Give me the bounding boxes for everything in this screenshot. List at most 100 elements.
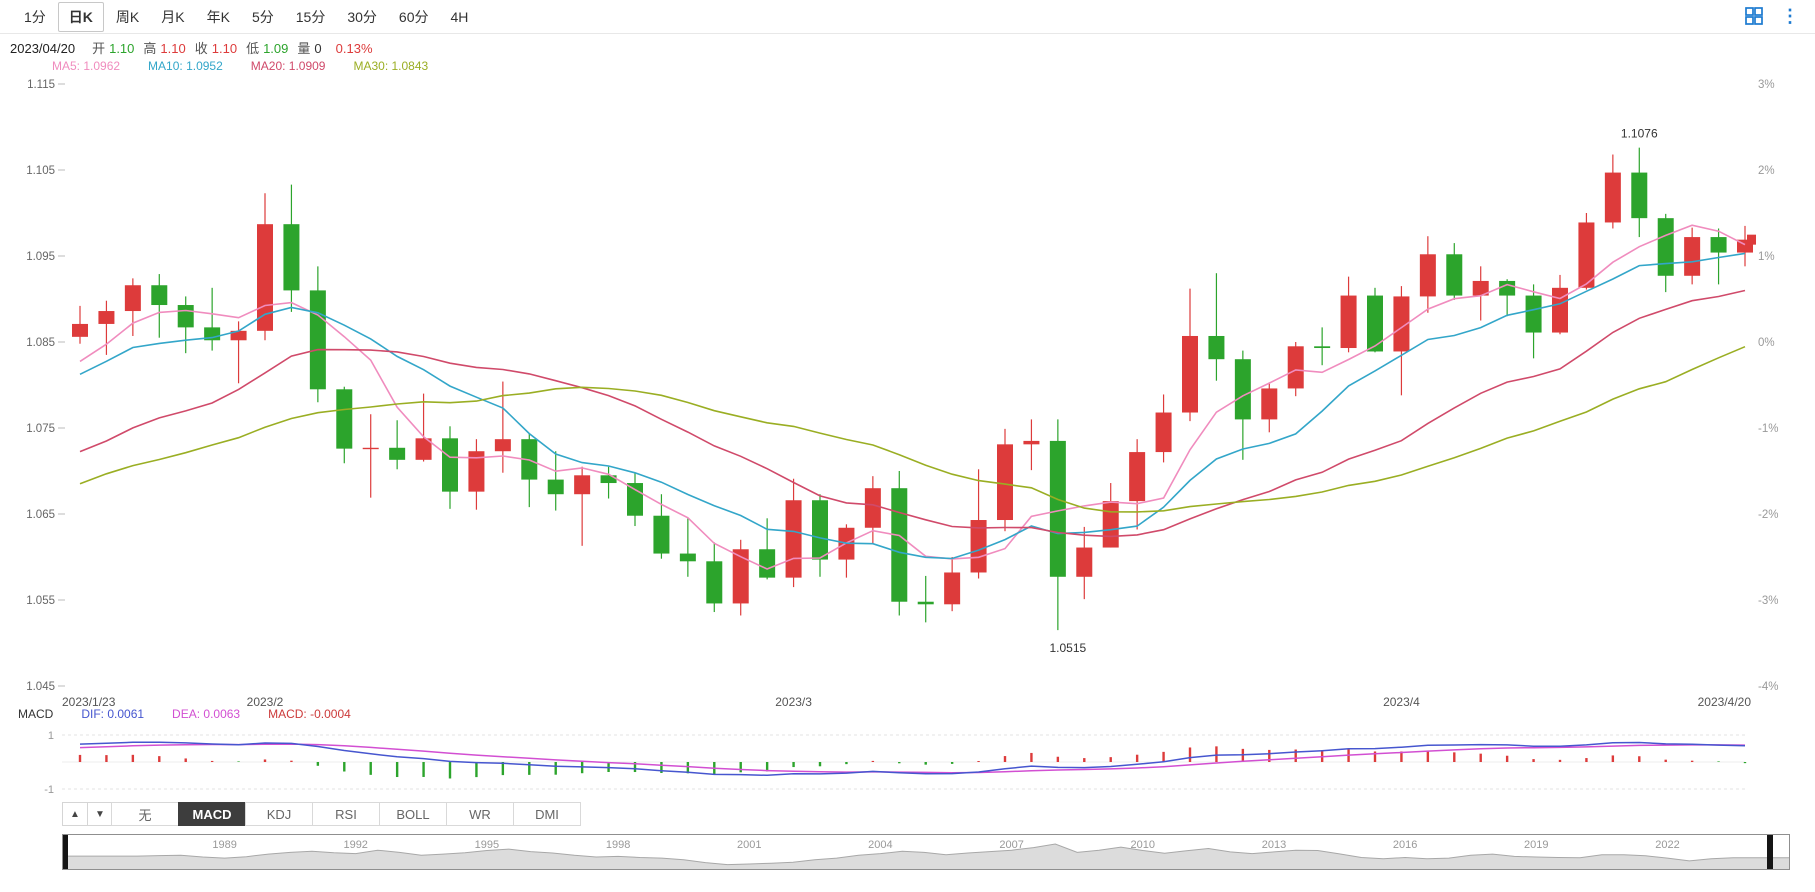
- quote-field-label: 低: [246, 41, 260, 56]
- period-tab-周K[interactable]: 周K: [115, 8, 140, 25]
- nav-left-handle[interactable]: [63, 835, 68, 869]
- macd-dea-value: DEA: 0.0063: [172, 707, 241, 721]
- period-tab-5分[interactable]: 5分: [251, 8, 274, 25]
- ma30-line: [79, 345, 1746, 513]
- percent-axis-label: 0%: [1758, 337, 1775, 349]
- price-axis-label: 1.095: [26, 251, 55, 263]
- candle: [1049, 419, 1066, 631]
- nav-year-label: 1995: [475, 839, 499, 851]
- indicator-tab-MACD[interactable]: MACD: [178, 802, 246, 826]
- last-price-marker: [1747, 234, 1756, 245]
- quote-field-value: 1.10: [211, 41, 238, 56]
- candle: [1446, 243, 1463, 300]
- ma-legend: MA5: 1.0962 MA10: 1.0952 MA20: 1.0909 MA30:…: [52, 59, 428, 73]
- candle: [72, 305, 88, 344]
- candle: [151, 274, 168, 338]
- period-tab-4H[interactable]: 4H: [450, 8, 469, 25]
- timeline-navigator[interactable]: 1989 1992 1995 1998 2001 2004 2007 2010 2013 2016…: [62, 834, 1790, 870]
- candle: [679, 518, 696, 577]
- macd-chart[interactable]: 1 -1: [0, 722, 1815, 800]
- candle: [812, 494, 828, 577]
- period-tab-15分[interactable]: 15分: [295, 8, 326, 25]
- percent-axis-label: -1%: [1758, 423, 1778, 435]
- candle: [891, 471, 908, 616]
- nav-year-label: 2013: [1262, 839, 1286, 851]
- candle: [944, 557, 961, 612]
- period-tab-1分[interactable]: 1分: [24, 8, 46, 25]
- period-tab-日K[interactable]: 日K: [57, 1, 104, 32]
- period-tab-60分[interactable]: 60分: [398, 8, 429, 25]
- candle: [997, 428, 1013, 532]
- nav-year-label: 2001: [737, 839, 761, 851]
- macd-dif-value: DIF: 0.0061: [81, 707, 145, 721]
- nav-right-handle[interactable]: [1767, 835, 1773, 869]
- macd-dea-line: [79, 743, 1746, 774]
- date-axis-label: 2023/3: [775, 695, 812, 706]
- indicator-scroll-up-button[interactable]: ▲: [62, 802, 88, 826]
- nav-year-label: 2019: [1524, 839, 1548, 851]
- date-axis-label: 2023/4: [1383, 695, 1420, 706]
- candle: [1234, 350, 1251, 460]
- toolbar-icons: ⋮: [1745, 7, 1799, 25]
- period-tabs: 1分 日K 周K 月K 年K 5分 15分 30分 60分 4H: [14, 1, 478, 32]
- candle: [1129, 439, 1146, 530]
- more-options-icon[interactable]: ⋮: [1781, 6, 1799, 26]
- price-axis-label: 1.065: [26, 509, 55, 521]
- nav-year-label: 1992: [343, 839, 367, 851]
- candle: [415, 393, 432, 462]
- indicator-tab-RSI[interactable]: RSI: [312, 802, 380, 826]
- macd-axis-label: 1: [48, 730, 54, 742]
- indicator-tab-BOLL[interactable]: BOLL: [379, 802, 447, 826]
- nav-year-label: 1989: [212, 839, 236, 851]
- candle: [1261, 382, 1278, 433]
- period-tab-月K[interactable]: 月K: [161, 8, 185, 25]
- nav-year-label: 2010: [1131, 839, 1155, 851]
- period-tab-年K[interactable]: 年K: [206, 8, 230, 25]
- candle: [1604, 154, 1621, 229]
- candles-layer: [72, 147, 1753, 631]
- quote-field-value: 1.10: [109, 41, 135, 56]
- candle: [1208, 273, 1225, 381]
- candle: [1684, 227, 1701, 285]
- layout-panels-icon[interactable]: [1745, 7, 1763, 25]
- candle: [1737, 225, 1753, 267]
- ma5-line: [79, 224, 1746, 570]
- nav-year-label: 2004: [868, 839, 892, 851]
- candle: [1023, 419, 1040, 471]
- candle: [1578, 213, 1595, 290]
- indicator-scroll-down-button[interactable]: ▼: [87, 802, 113, 826]
- high-annotation: 1.1076: [1621, 127, 1658, 141]
- nav-year-label: 1998: [606, 839, 630, 851]
- indicator-tab-DMI[interactable]: DMI: [513, 802, 581, 826]
- quote-fields: 开 1.10 高 1.10 收 1.10 低 1.09 量 0: [83, 38, 322, 57]
- candle: [336, 386, 353, 464]
- timeline-navigator-chart[interactable]: 1989 1992 1995 1998 2001 2004 2007 2010 2013 2016…: [63, 835, 1789, 869]
- indicator-tab-WR[interactable]: WR: [446, 802, 514, 826]
- quote-field-label: 高: [143, 41, 157, 56]
- candle: [1710, 228, 1727, 285]
- period-tabbar: 1分 日K 周K 月K 年K 5分 15分 30分 60分 4H ⋮: [0, 0, 1815, 34]
- candle: [838, 524, 855, 578]
- price-axis-label: 1.075: [26, 423, 55, 435]
- low-annotation: 1.0515: [1050, 641, 1087, 655]
- candle: [204, 287, 221, 351]
- main-candlestick-chart[interactable]: 1.115 1.105 1.095 1.085 1.075 1.065 1.055 1.045…: [0, 56, 1815, 706]
- candle: [1631, 147, 1648, 238]
- quote-date: 2023/04/20: [10, 41, 76, 56]
- quote-field-value: 1.09: [263, 41, 289, 56]
- indicator-tab-KDJ[interactable]: KDJ: [245, 802, 313, 826]
- candle: [1340, 276, 1357, 353]
- candle: [494, 381, 511, 473]
- indicator-tab-无[interactable]: 无: [111, 802, 179, 826]
- price-axis-label: 1.045: [26, 681, 55, 693]
- ma-legend-item: MA10: 1.0952: [148, 59, 223, 73]
- percent-axis-label: -2%: [1758, 509, 1778, 521]
- nav-year-label: 2016: [1393, 839, 1417, 851]
- macd-value: MACD: -0.0004: [268, 707, 351, 721]
- period-tab-30分[interactable]: 30分: [347, 8, 377, 25]
- candle: [917, 575, 934, 623]
- candle: [98, 300, 115, 355]
- macd-panel-title: MACD: [18, 707, 54, 721]
- candle: [1102, 483, 1119, 548]
- price-axis-label: 1.085: [26, 337, 55, 349]
